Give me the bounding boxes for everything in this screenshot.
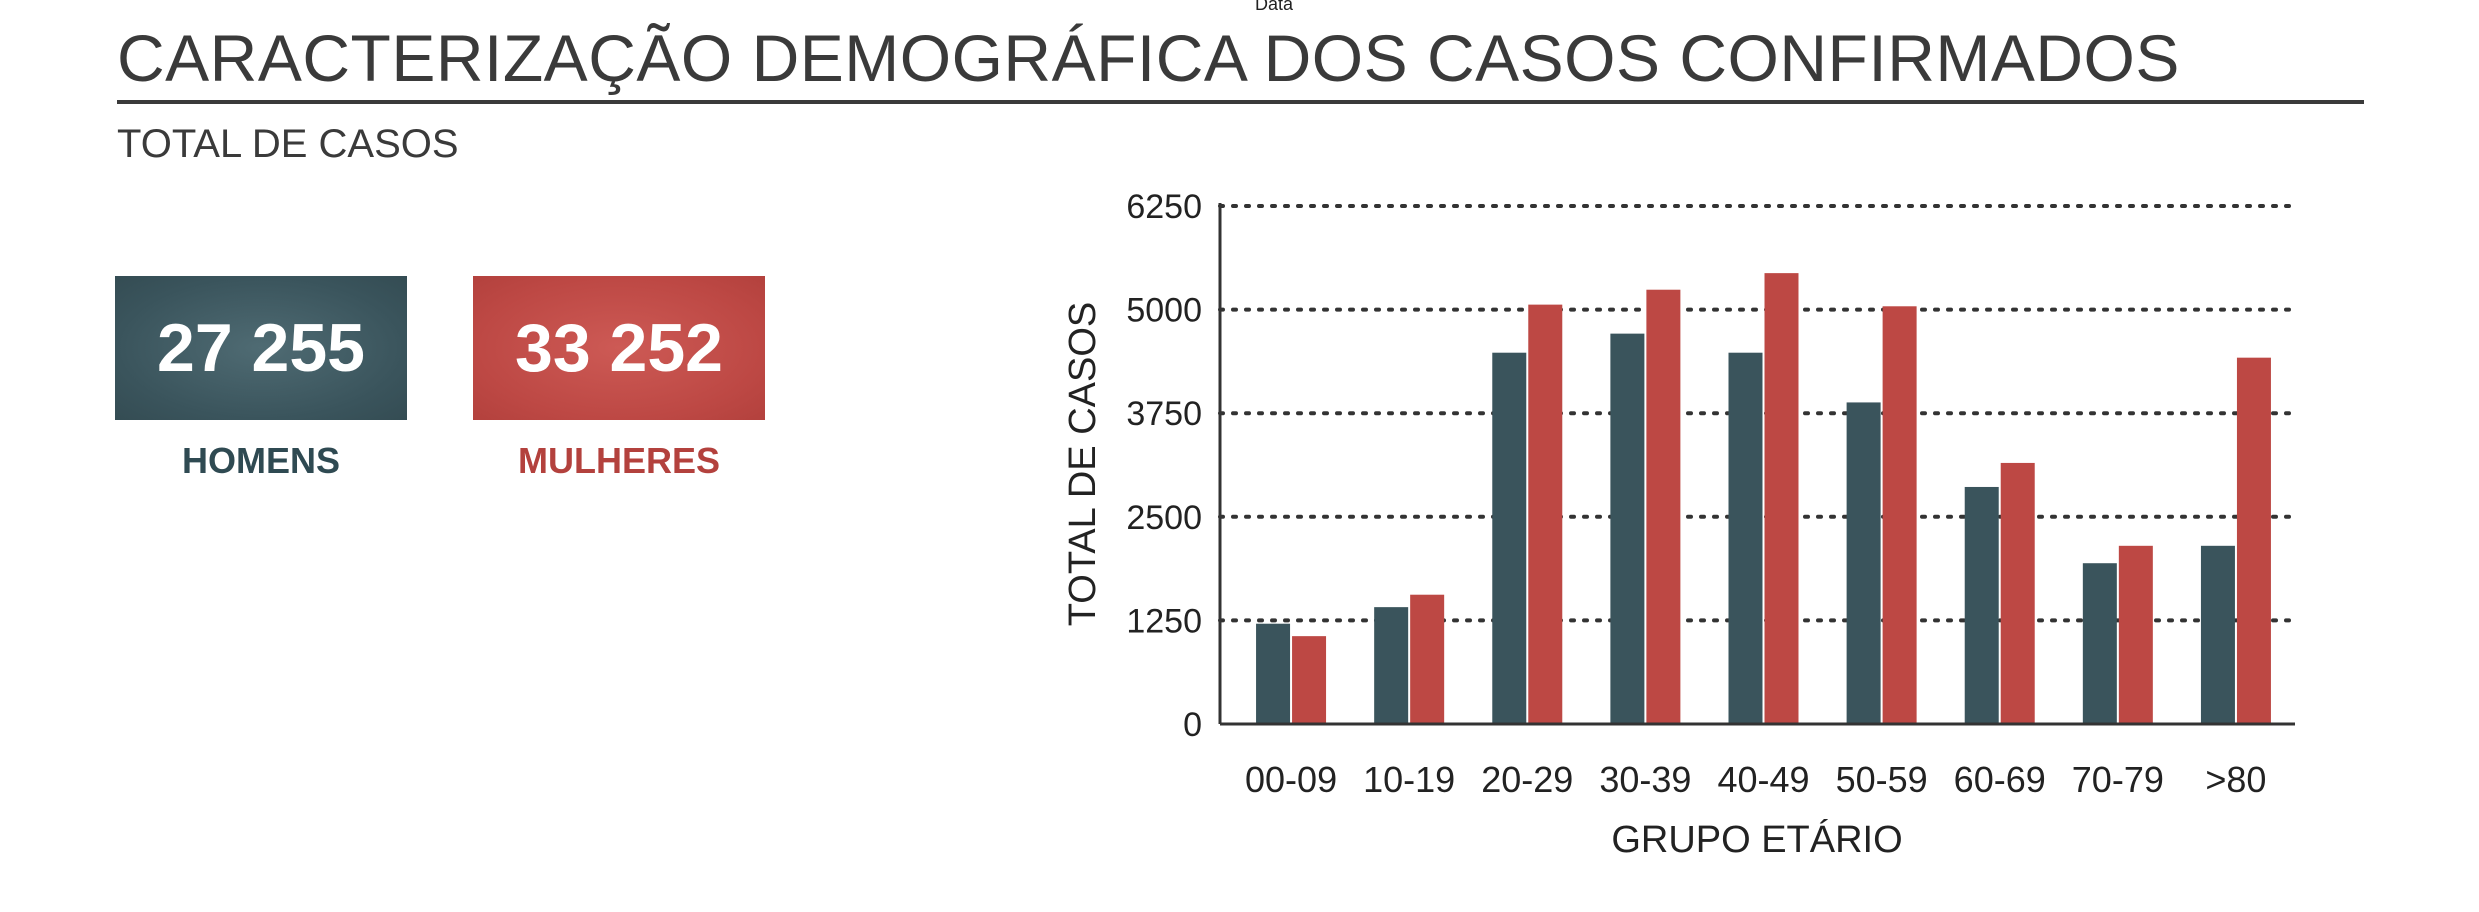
bar-mulheres-7 (2118, 545, 2153, 724)
x-tick-label: 20-29 (1481, 759, 1573, 800)
bar-homens-8 (2200, 545, 2235, 724)
page-title: CARACTERIZAÇÃO DEMOGRÁFICA DOS CASOS CON… (117, 21, 2180, 95)
x-tick-label: 50-59 (1836, 759, 1928, 800)
x-tick-label: 40-49 (1717, 759, 1809, 800)
bar-homens-2 (1492, 352, 1527, 724)
bar-homens-0 (1256, 623, 1291, 724)
title-divider (117, 100, 2364, 104)
y-tick-label: 6250 (1126, 188, 1202, 226)
x-tick-label: 70-79 (2072, 759, 2164, 800)
bar-mulheres-0 (1292, 636, 1327, 724)
y-tick-label: 1250 (1126, 602, 1202, 640)
bar-mulheres-8 (2236, 357, 2271, 724)
x-tick-label: 10-19 (1363, 759, 1455, 800)
section-subtitle: TOTAL DE CASOS (117, 122, 459, 166)
bar-mulheres-4 (1764, 273, 1799, 724)
x-tick-labels: 00-09 10-19 20-29 30-39 40-49 50-59 60-69 70-79… (1245, 759, 2266, 800)
y-axis-label: TOTAL DE CASOS (1062, 302, 1104, 626)
women-total-label: MULHERES (517, 440, 720, 481)
axes (1218, 203, 2295, 726)
data-label: Data (1255, 0, 1294, 14)
bar-mulheres-3 (1646, 289, 1681, 724)
bar-mulheres-1 (1410, 594, 1445, 724)
bar-homens-5 (1846, 402, 1881, 724)
x-tick-label: 30-39 (1599, 759, 1691, 800)
x-axis-label: GRUPO ETÁRIO (1611, 818, 1902, 861)
y-tick-labels: 0 1250 2500 3750 5000 6250 (1126, 188, 1202, 744)
y-tick-label: 5000 (1126, 292, 1202, 330)
y-tick-label: 3750 (1126, 395, 1202, 433)
bar-homens-7 (2082, 563, 2117, 724)
bar-mulheres-6 (2000, 462, 2035, 724)
bars (1256, 273, 2271, 724)
bar-homens-4 (1728, 352, 1763, 724)
x-tick-label: >80 (2205, 759, 2266, 800)
men-total-value: 27 255 (157, 310, 365, 386)
bar-homens-6 (1964, 486, 1999, 724)
bar-homens-1 (1374, 607, 1409, 724)
bar-homens-3 (1610, 333, 1645, 724)
age-group-bar-chart: 0 1250 2500 3750 5000 6250 00-09 10-19 20-29 30-… (1062, 188, 2297, 861)
bar-mulheres-2 (1528, 304, 1563, 724)
x-tick-label: 60-69 (1954, 759, 2046, 800)
y-tick-label: 2500 (1126, 499, 1202, 537)
women-total-card: 33 252 (473, 276, 765, 420)
bar-mulheres-5 (1882, 306, 1917, 724)
y-tick-label: 0 (1183, 706, 1202, 744)
men-total-card: 27 255 (115, 276, 407, 420)
men-total-label: HOMENS (181, 440, 340, 481)
women-total-value: 33 252 (515, 310, 723, 386)
x-tick-label: 00-09 (1245, 759, 1337, 800)
